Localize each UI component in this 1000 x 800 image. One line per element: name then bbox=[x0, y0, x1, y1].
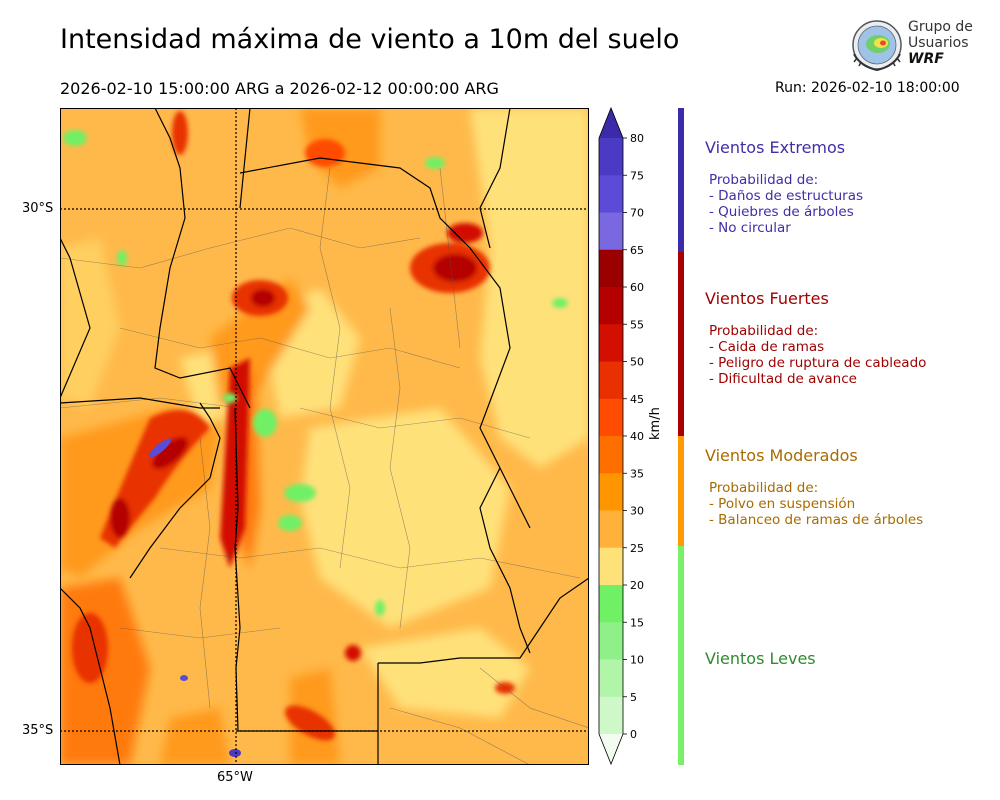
light-category-bar bbox=[678, 546, 684, 765]
colorbar-tick-label: 70 bbox=[630, 207, 644, 220]
moderate-winds-description: Probabilidad de: - Polvo en suspensión -… bbox=[709, 480, 923, 528]
colorbar-tick-label: 65 bbox=[630, 244, 644, 257]
colorbar-tick-label: 35 bbox=[630, 467, 644, 480]
colorbar-block bbox=[599, 324, 623, 362]
colorbar-block bbox=[599, 659, 623, 698]
colorbar-block bbox=[599, 175, 623, 213]
colorbar-tick-label: 50 bbox=[630, 356, 644, 369]
lat-label-30s: 30°S bbox=[22, 201, 54, 216]
high-wind-cores bbox=[72, 111, 515, 741]
colorbar-tick-label: 40 bbox=[630, 430, 644, 443]
colorbar-block bbox=[599, 212, 623, 251]
moderate-line-3: - Balanceo de ramas de árboles bbox=[709, 512, 924, 528]
logo-line-1: Grupo de bbox=[908, 19, 973, 35]
province-boundaries bbox=[60, 108, 589, 765]
colorbar-tick-label: 80 bbox=[630, 132, 644, 145]
light-winds-title: Vientos Leves bbox=[705, 649, 816, 668]
extreme-wind-spots bbox=[148, 438, 241, 757]
wrf-logo: Grupo de Usuarios WRF bbox=[848, 16, 973, 74]
colorbar-block bbox=[599, 436, 623, 474]
moderate-category-bar bbox=[678, 436, 684, 546]
logo-line-3: WRF bbox=[908, 51, 944, 67]
colorbar-block bbox=[599, 547, 623, 586]
graticule bbox=[60, 108, 589, 765]
colorbar-block bbox=[599, 473, 623, 511]
strong-line-3: - Peligro de ruptura de cableado bbox=[709, 355, 927, 371]
colorbar-tick-label: 60 bbox=[630, 281, 644, 294]
map-title: Intensidad máxima de viento a 10m del su… bbox=[60, 24, 680, 55]
logo-line-2: Usuarios bbox=[908, 35, 969, 51]
wind-intensity-map bbox=[60, 108, 589, 765]
lat-label-35s: 35°S bbox=[22, 723, 54, 738]
run-timestamp: Run: 2026-02-10 18:00:00 bbox=[775, 80, 960, 96]
colorbar-tick-label: 5 bbox=[630, 691, 637, 704]
colorbar-tick-label: 45 bbox=[630, 393, 644, 406]
colorbar-tick-label: 75 bbox=[630, 169, 644, 182]
light-wind-patches bbox=[63, 130, 568, 616]
strong-category-bar bbox=[678, 252, 684, 436]
colorbar-unit: km/h bbox=[648, 407, 663, 440]
extreme-category-bar bbox=[678, 108, 684, 252]
colorbar-block bbox=[599, 249, 623, 288]
colorbar-block bbox=[599, 585, 623, 623]
colorbar-block bbox=[599, 138, 623, 176]
colorbar-block bbox=[599, 510, 623, 549]
extreme-winds-description: Probabilidad de: - Daños de estructuras … bbox=[709, 172, 863, 236]
colorbar-block bbox=[599, 398, 623, 437]
extreme-winds-title: Vientos Extremos bbox=[705, 138, 846, 157]
lon-label-65w: 65°W bbox=[217, 770, 253, 785]
strong-line-1: Probabilidad de: bbox=[709, 323, 819, 339]
wind-field bbox=[60, 108, 589, 765]
extreme-line-4: - No circular bbox=[709, 220, 791, 236]
forecast-period: 2026-02-10 15:00:00 ARG a 2026-02-12 00:… bbox=[60, 79, 499, 98]
colorbar-tick-label: 55 bbox=[630, 318, 644, 331]
extreme-line-3: - Quiebres de árboles bbox=[709, 204, 854, 220]
moderate-line-1: Probabilidad de: bbox=[709, 480, 819, 496]
colorbar-block bbox=[599, 287, 623, 325]
strong-winds-title: Vientos Fuertes bbox=[705, 289, 829, 308]
colorbar-extend-top bbox=[599, 108, 623, 138]
colorbar-extend-bottom bbox=[599, 734, 623, 764]
map-frame bbox=[60, 108, 589, 765]
strong-line-4: - Dificultad de avance bbox=[709, 371, 857, 387]
colorbar-block bbox=[599, 622, 623, 660]
colorbar-blocks bbox=[598, 106, 624, 766]
colorbar-tick-label: 0 bbox=[630, 728, 637, 741]
moderate-line-2: - Polvo en suspensión bbox=[709, 496, 856, 512]
colorbar-tick-label: 20 bbox=[630, 579, 644, 592]
globe-icon bbox=[852, 20, 902, 72]
strong-winds-description: Probabilidad de: - Caida de ramas - Peli… bbox=[709, 323, 926, 387]
strong-line-2: - Caida de ramas bbox=[709, 339, 825, 355]
colorbar-tick-label: 30 bbox=[630, 505, 644, 518]
extreme-line-1: Probabilidad de: bbox=[709, 172, 819, 188]
moderate-winds-title: Vientos Moderados bbox=[705, 446, 858, 465]
colorbar-tick-label: 15 bbox=[630, 616, 644, 629]
extreme-line-2: - Daños de estructuras bbox=[709, 188, 864, 204]
colorbar-tick-label: 10 bbox=[630, 654, 644, 667]
colorbar-tick-label: 25 bbox=[630, 542, 644, 555]
colorbar-block bbox=[599, 361, 623, 400]
colorbar-block bbox=[599, 696, 623, 735]
